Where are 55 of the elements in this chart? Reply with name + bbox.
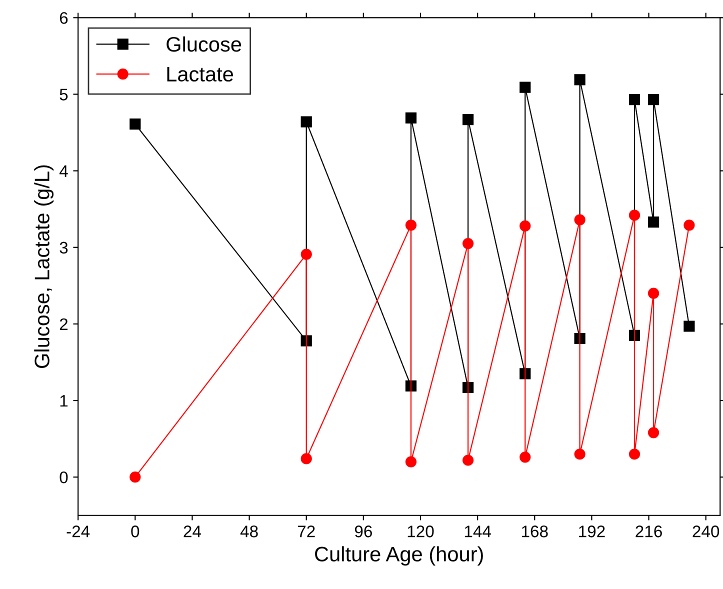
point (130, 118, 141, 130)
point (300, 335, 312, 346)
point (574, 74, 586, 86)
point (300, 248, 312, 260)
y-tick-label: 6 (60, 12, 68, 24)
x-tick-label: 96 (354, 526, 372, 538)
point (628, 94, 640, 106)
point (462, 382, 474, 394)
point (520, 368, 531, 380)
point (462, 114, 474, 126)
point (300, 116, 312, 128)
point (520, 452, 531, 463)
x-tick-label: -24 (66, 526, 90, 538)
point (462, 238, 474, 250)
point (405, 112, 417, 124)
legend-label: Lactate (167, 67, 233, 82)
point (520, 82, 531, 93)
point (574, 332, 586, 344)
y-tick-label: 0 (60, 471, 68, 484)
point (462, 454, 474, 466)
y-tick-label: 2 (60, 318, 68, 330)
point (405, 456, 417, 468)
x-tick-label: 120 (408, 526, 434, 538)
y-tick-label: 3 (60, 242, 68, 254)
point (405, 380, 417, 392)
point (648, 427, 660, 438)
x-tick-label: 144 (464, 526, 491, 538)
point (628, 330, 640, 341)
point (574, 214, 586, 226)
point (648, 94, 660, 106)
point (574, 448, 586, 460)
point (520, 220, 531, 232)
legend-label: Glucose (166, 36, 242, 52)
point (405, 220, 417, 231)
point (684, 320, 695, 332)
x-tick-label: 24 (184, 526, 202, 538)
y-tick-label: 1 (60, 395, 68, 407)
y-tick-label: 5 (60, 88, 68, 100)
x-tick-label: 192 (579, 526, 605, 538)
x-tick-label: 72 (298, 526, 315, 538)
point (648, 216, 660, 228)
x-tick-label: 240 (692, 526, 720, 538)
x-tick-label: 48 (240, 526, 258, 538)
y-axis-title: Glucose, Lactate (g/L) (34, 165, 54, 368)
x-tick-label: 0 (131, 526, 140, 538)
y-tick-label: 4 (59, 165, 68, 177)
point (628, 448, 640, 460)
point (130, 472, 141, 483)
x-axis-title: Culture Age (hour) (315, 546, 483, 566)
x-tick-label: 168 (522, 526, 548, 538)
point (648, 288, 660, 299)
point (300, 453, 312, 464)
x-tick-label: 216 (636, 526, 662, 538)
point (684, 220, 695, 231)
point (628, 210, 640, 221)
